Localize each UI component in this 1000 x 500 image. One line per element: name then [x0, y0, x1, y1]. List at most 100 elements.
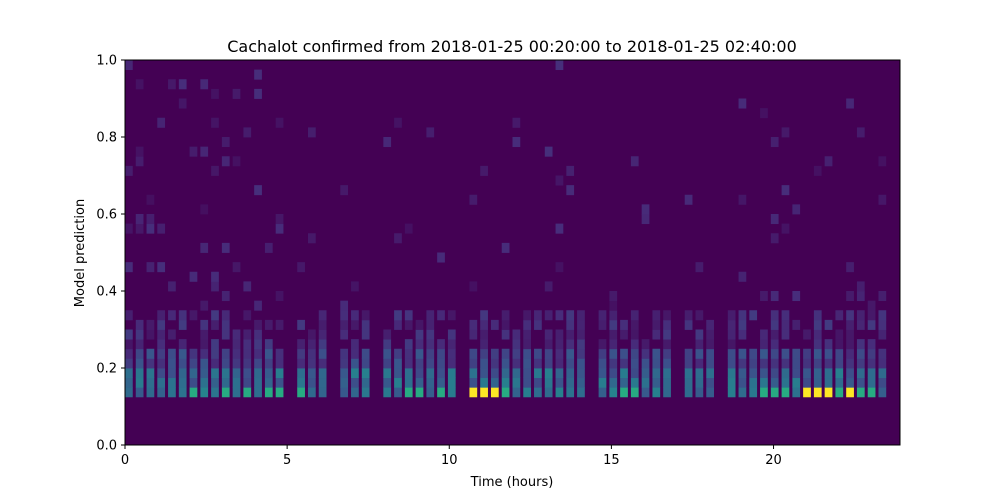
heatmap-cell: [555, 368, 564, 379]
heatmap-cell: [340, 387, 349, 398]
heatmap-cell: [770, 358, 779, 369]
heatmap-cell: [641, 204, 650, 215]
heatmap-cell: [437, 377, 445, 388]
heatmap-cell: [824, 358, 833, 369]
heatmap-cell: [146, 194, 155, 205]
heatmap-cell: [125, 262, 133, 273]
heatmap-cell: [469, 194, 478, 205]
heatmap-cell: [232, 88, 241, 99]
heatmap-cell: [534, 387, 542, 398]
heatmap-cell: [200, 368, 209, 379]
heatmap-cell: [168, 377, 176, 388]
heatmap-cell: [523, 348, 532, 359]
heatmap-cell: [200, 146, 209, 157]
heatmap-cell: [168, 281, 176, 292]
x-tick-label: 0: [121, 453, 129, 468]
heatmap-cell: [254, 348, 262, 359]
heatmap-cell: [178, 339, 187, 350]
heatmap-cell: [856, 387, 865, 398]
plot-frame: [124, 59, 901, 446]
heatmap-cell: [254, 377, 262, 388]
heatmap-cell: [404, 348, 413, 359]
heatmap-cell: [135, 79, 144, 90]
heatmap-cell: [221, 310, 230, 321]
heatmap-cell: [157, 368, 166, 379]
heatmap-cell: [813, 348, 822, 359]
heatmap-cell: [695, 387, 704, 398]
heatmap-cell: [598, 358, 607, 369]
heatmap-cells: [125, 60, 887, 398]
heatmap-cell: [620, 329, 628, 340]
heatmap-cell: [221, 319, 230, 330]
heatmap-cell: [609, 387, 618, 398]
heatmap-cell: [835, 368, 844, 379]
heatmap-cell: [415, 358, 424, 369]
heatmap-cell: [846, 291, 854, 302]
heatmap-cell: [404, 358, 413, 369]
heatmap-cell: [318, 387, 327, 398]
heatmap-cell: [490, 377, 499, 388]
heatmap-cell: [415, 329, 424, 340]
heatmap-cell: [684, 194, 693, 205]
heatmap-cell: [760, 339, 768, 350]
heatmap-cell: [641, 377, 650, 388]
heatmap-cell: [178, 377, 187, 388]
heatmap-cell: [490, 368, 499, 379]
heatmap-cell: [480, 165, 488, 176]
heatmap-cell: [254, 88, 262, 99]
heatmap-cell: [394, 377, 402, 388]
heatmap-cell: [189, 348, 198, 359]
heatmap-cell: [555, 262, 564, 273]
heatmap-cell: [620, 319, 628, 330]
heatmap-cell: [297, 358, 305, 369]
heatmap-cell: [684, 368, 693, 379]
x-axis: 0 5 10 15 20: [121, 445, 782, 468]
heatmap-cell: [501, 348, 510, 359]
heatmap-cell: [264, 387, 273, 398]
heatmap-cell: [275, 214, 284, 225]
heatmap-cell: [544, 368, 553, 379]
heatmap-cell: [125, 377, 133, 388]
heatmap-cell: [813, 319, 822, 330]
heatmap-cell: [383, 329, 392, 340]
heatmap-cell: [297, 377, 305, 388]
heatmap-cell: [146, 329, 155, 340]
heatmap-cell: [157, 223, 166, 234]
heatmap-cell: [846, 348, 854, 359]
heatmap-cell: [275, 117, 284, 128]
heatmap-cell: [146, 377, 155, 388]
heatmap-cell: [469, 358, 478, 369]
heatmap-cell: [781, 329, 790, 340]
heatmap-cell: [544, 348, 553, 359]
heatmap-cell: [135, 377, 144, 388]
heatmap-cell: [490, 358, 499, 369]
heatmap-cell: [437, 252, 445, 263]
y-tick-label: 0.4: [96, 285, 117, 300]
heatmap-cell: [340, 377, 349, 388]
heatmap-cell: [878, 348, 887, 359]
heatmap-cell: [351, 339, 359, 350]
heatmap-cell: [598, 377, 607, 388]
heatmap-cell: [501, 329, 510, 340]
heatmap-cell: [523, 319, 532, 330]
heatmap-cell: [146, 358, 155, 369]
heatmap-cell: [577, 310, 585, 321]
heatmap-cell: [749, 377, 758, 388]
heatmap-cell: [609, 368, 618, 379]
heatmap-cell: [835, 310, 844, 321]
heatmap-cell: [243, 310, 252, 321]
heatmap-cell: [437, 387, 445, 398]
heatmap-cell: [523, 387, 532, 398]
heatmap-cell: [426, 377, 435, 388]
heatmap-cell: [856, 291, 865, 302]
heatmap-cell: [351, 358, 359, 369]
heatmap-cell: [211, 387, 219, 398]
heatmap-cell: [566, 165, 575, 176]
heatmap-cell: [146, 214, 155, 225]
heatmap-cell: [254, 329, 262, 340]
heatmap-cell: [512, 358, 521, 369]
heatmap-cell: [835, 377, 844, 388]
heatmap-cell: [480, 339, 488, 350]
heatmap-cell: [781, 387, 790, 398]
heatmap-cell: [652, 387, 661, 398]
